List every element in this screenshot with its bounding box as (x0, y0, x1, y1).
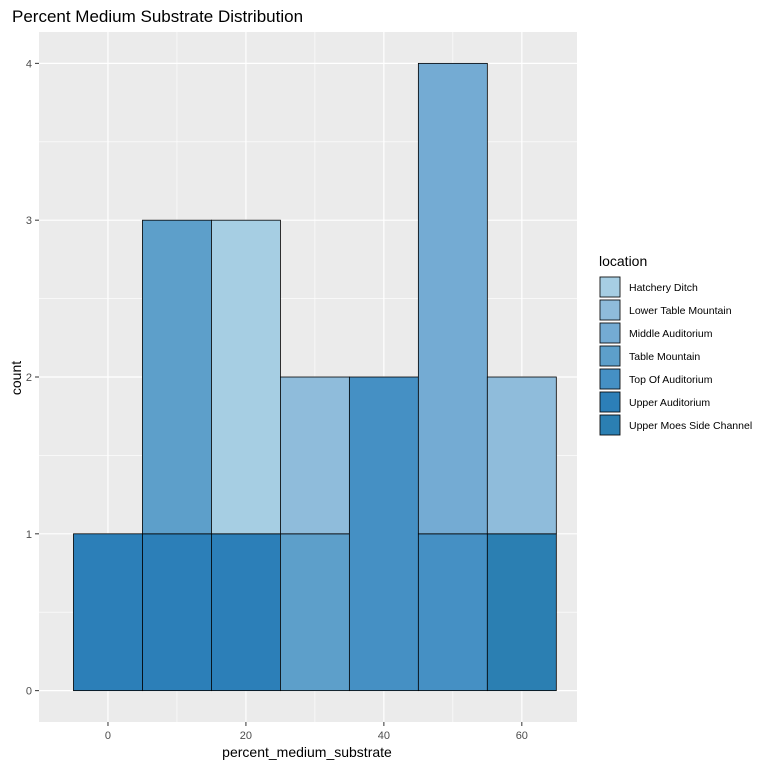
legend-label: Upper Moes Side Channel (629, 420, 752, 432)
legend-label: Lower Table Mountain (629, 305, 732, 317)
y-tick-label: 2 (26, 372, 32, 384)
legend-swatch (599, 345, 621, 367)
legend: location Hatchery Ditch Lower Table Mount… (599, 253, 752, 436)
histogram-bar (486, 376, 557, 535)
histogram-bar (142, 219, 212, 535)
x-axis: 0 20 40 60 (105, 722, 528, 742)
x-axis-label: percent_medium_substrate (222, 744, 392, 760)
histogram-bar (486, 533, 557, 692)
y-tick-label: 1 (26, 529, 32, 541)
legend-label: Top Of Auditorium (629, 374, 713, 386)
legend-swatch (599, 391, 621, 413)
legend-swatch (599, 322, 621, 344)
y-axis: 0 1 2 3 4 (26, 58, 39, 698)
y-axis-label: count (8, 361, 24, 395)
legend-label: Upper Auditorium (629, 397, 710, 409)
y-tick-label: 0 (26, 686, 32, 698)
histogram-bar (280, 533, 350, 692)
legend-label: Table Mountain (629, 351, 700, 363)
legend-label: Middle Auditorium (629, 328, 713, 340)
legend-swatch (599, 276, 621, 298)
histogram-bar (211, 533, 281, 692)
legend-swatch (599, 299, 621, 321)
histogram-bar (73, 533, 143, 692)
x-tick-label: 40 (378, 730, 390, 742)
x-tick-label: 0 (105, 730, 111, 742)
histogram-bars (73, 62, 557, 692)
histogram-bar (211, 219, 281, 535)
y-tick-label: 3 (26, 215, 32, 227)
chart-title: Percent Medium Substrate Distribution (12, 7, 303, 26)
histogram-bar (280, 376, 350, 535)
histogram-bar (417, 62, 488, 535)
legend-items: Hatchery Ditch Lower Table Mountain Middle… (599, 276, 752, 436)
histogram-bar (142, 533, 212, 692)
legend-label: Hatchery Ditch (629, 282, 698, 294)
x-tick-label: 60 (516, 730, 528, 742)
x-tick-label: 20 (240, 730, 252, 742)
legend-swatch (599, 414, 621, 436)
legend-title: location (599, 253, 647, 269)
y-tick-label: 4 (26, 58, 32, 70)
legend-swatch (599, 368, 621, 390)
histogram-bar (417, 533, 488, 692)
histogram-bar (348, 376, 419, 692)
